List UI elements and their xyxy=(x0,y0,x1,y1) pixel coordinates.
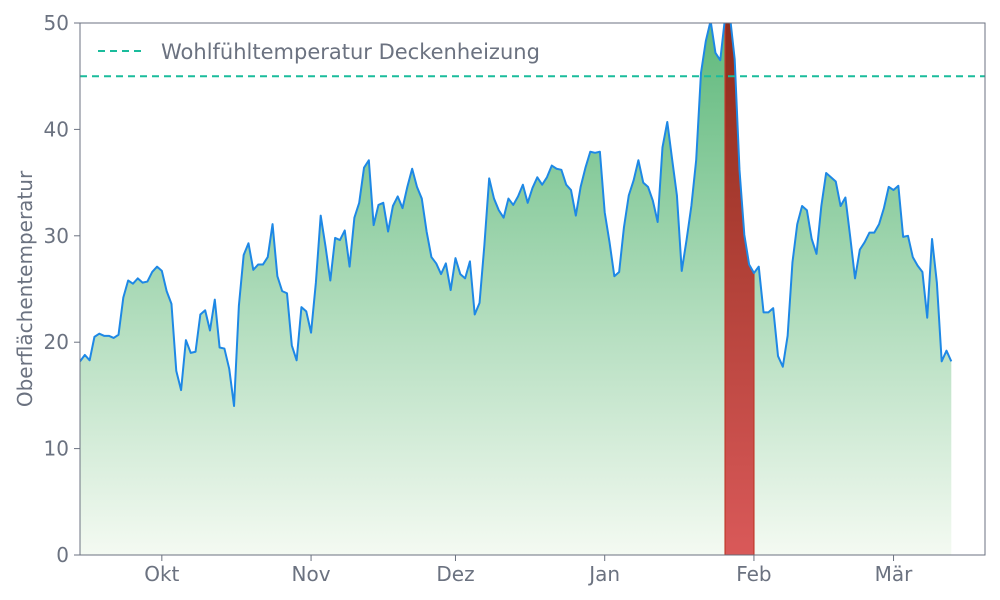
y-tick-label: 20 xyxy=(44,330,69,354)
y-tick-label: 50 xyxy=(44,11,69,35)
x-tick-label: Feb xyxy=(736,562,771,586)
x-tick-label: Nov xyxy=(292,562,331,586)
series-area-fill xyxy=(80,23,952,555)
x-tick-label: Jan xyxy=(587,562,620,586)
y-tick-label: 10 xyxy=(44,437,69,461)
highlight-range-fill xyxy=(724,23,755,555)
x-tick-label: Mär xyxy=(875,562,914,586)
legend-threshold-label: Wohlfühltemperatur Deckenheizung xyxy=(161,40,540,64)
series-line xyxy=(80,23,953,408)
x-tick-label: Okt xyxy=(144,562,179,586)
legend: Wohlfühltemperatur Deckenheizung xyxy=(98,40,540,64)
y-axis-label: Oberflächentemperatur xyxy=(13,170,37,407)
y-tick-label: 0 xyxy=(56,543,69,567)
x-tick-label: Dez xyxy=(436,562,474,586)
y-tick-label: 30 xyxy=(44,224,69,248)
y-tick-label: 40 xyxy=(44,117,69,141)
plot-frame xyxy=(79,22,986,556)
